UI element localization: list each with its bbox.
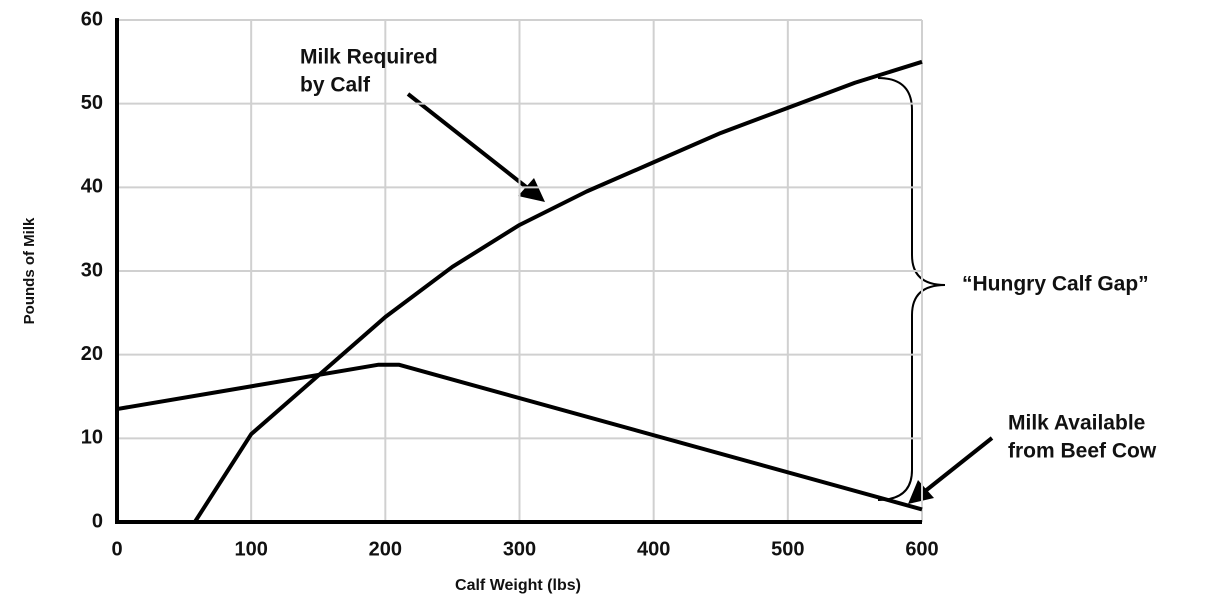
annotation: “Hungry Calf Gap” [962, 273, 1149, 296]
x-tick-label: 200 [369, 538, 402, 560]
x-tick-label: 100 [234, 538, 267, 560]
x-tick-label: 400 [637, 538, 670, 560]
x-tick-label: 300 [503, 538, 536, 560]
y-tick-label: 0 [92, 510, 103, 532]
arrow [406, 92, 532, 192]
series-line [116, 362, 923, 512]
annotation: Milk Available [1008, 412, 1145, 435]
annotation: from Beef Cow [1008, 440, 1157, 463]
annotation: by Calf [300, 74, 371, 97]
arrow [922, 436, 994, 494]
y-axis-label: Pounds of Milk [21, 217, 38, 324]
arrowhead [518, 178, 545, 202]
annotation: Milk Required [300, 46, 438, 69]
series-line [193, 59, 923, 524]
y-tick-label: 30 [81, 259, 103, 281]
y-tick-label: 60 [81, 8, 103, 30]
x-tick-label: 500 [771, 538, 804, 560]
x-tick-label: 0 [111, 538, 122, 560]
y-tick-label: 50 [81, 92, 103, 114]
y-tick-label: 10 [81, 427, 103, 449]
brace [877, 77, 946, 501]
x-axis-label: Calf Weight (lbs) [455, 577, 581, 594]
y-tick-label: 20 [81, 343, 103, 365]
y-tick-label: 40 [81, 176, 103, 198]
x-tick-label: 600 [905, 538, 938, 560]
